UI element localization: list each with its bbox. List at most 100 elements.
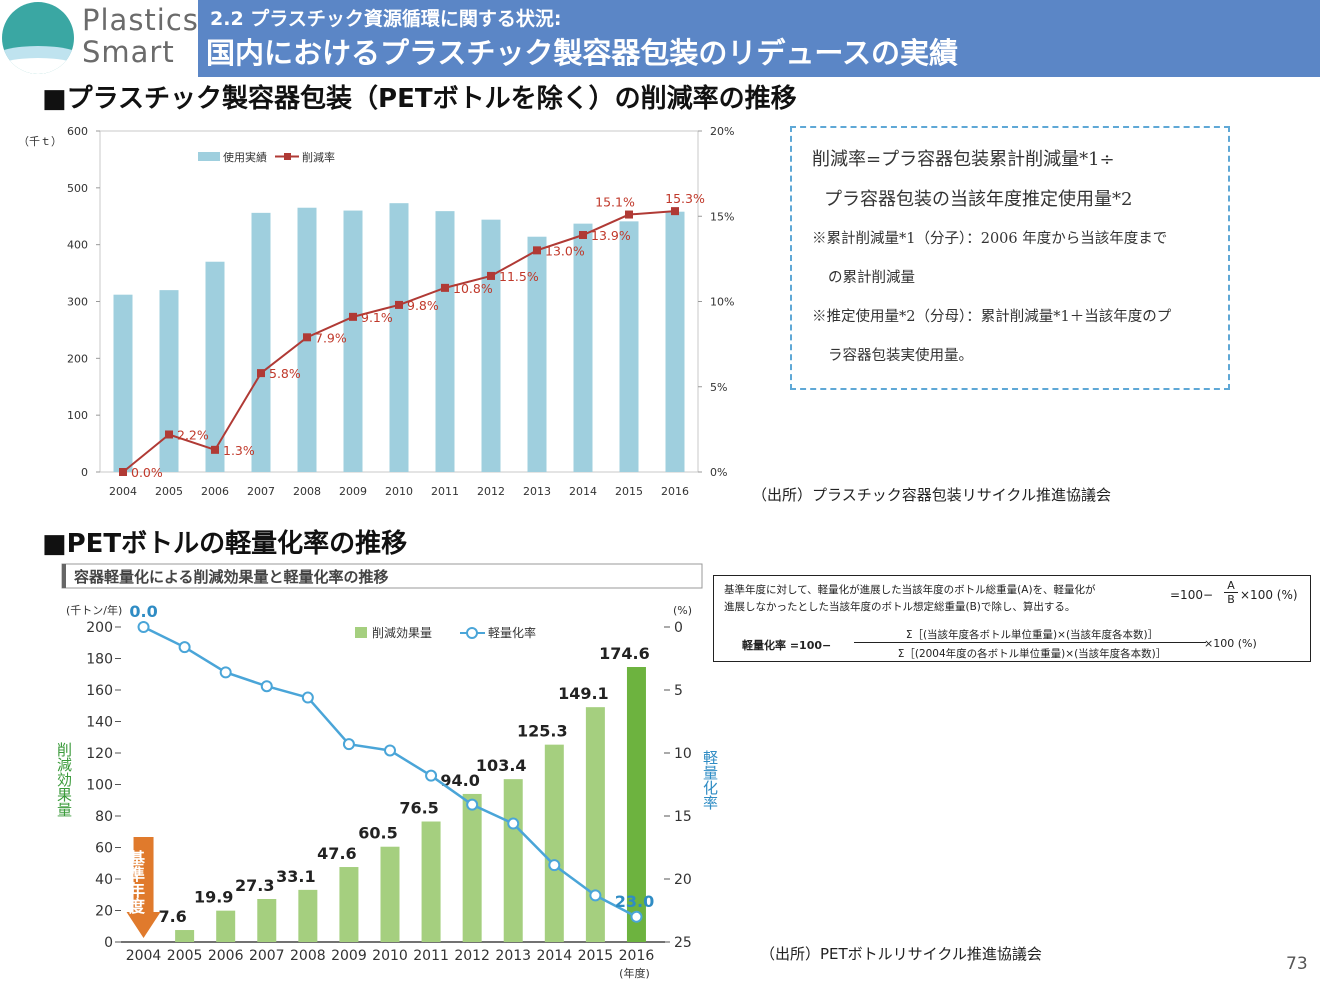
x-tick-label: 2006 — [208, 948, 244, 964]
definition-line1: 削減率=プラ容器包装累計削減量*1÷ — [812, 149, 1115, 170]
rate-point — [349, 312, 357, 321]
bar-2013 — [503, 779, 523, 942]
rate-point — [395, 300, 403, 309]
bar-2016 — [626, 667, 646, 942]
bar-value-label: 47.6 — [317, 844, 356, 863]
rate-value-label: 23.0 — [615, 892, 654, 911]
x-tick-label: 2006 — [201, 485, 229, 498]
y-tick-label: 140 — [86, 715, 113, 731]
page-title: 国内におけるプラスチック製容器包装のリデュースの実績 — [206, 36, 958, 70]
y2-tick-label: 20 — [674, 872, 692, 888]
y-tick-label: 100 — [86, 778, 113, 794]
y-tick-label: 0 — [81, 466, 88, 479]
y2-tick-label: 10% — [710, 296, 734, 309]
formula-numerator: Σ［(当該年度各ボトル単位重量)×(当該年度各本数)］ — [905, 629, 1159, 641]
formula-label: 軽量化率 =100− — [742, 639, 832, 652]
y-tick-label: 80 — [95, 809, 113, 825]
bar-2014 — [544, 744, 564, 942]
rate-label: 1.3% — [223, 443, 255, 458]
bar-2011 — [421, 821, 441, 942]
y-tick-label: 400 — [67, 239, 88, 252]
formula-frac-den: B — [1224, 592, 1238, 606]
x-tick-label: 2015 — [615, 485, 643, 498]
bar-value-label: 7.6 — [158, 907, 186, 926]
formula-frac-num: A — [1227, 579, 1235, 592]
bar-value-label: 60.5 — [358, 824, 397, 843]
bar-2008 — [298, 889, 318, 942]
legend-line-marker — [284, 153, 291, 160]
logo: Plastics Smart — [0, 0, 199, 76]
section2-title: ■PETボトルの軽量化率の推移 — [42, 529, 408, 559]
bar-2013 — [527, 236, 547, 472]
x-tick-label: 2016 — [661, 485, 689, 498]
y2-tick-label: 20% — [710, 125, 734, 138]
definition-note2a: ※推定使用量*2（分母）：累計削減量*1＋当該年度のプ — [812, 309, 1172, 325]
bar-2012 — [462, 793, 482, 942]
rate-point — [671, 207, 679, 216]
logo-mark — [2, 2, 74, 74]
x-tick-label: 2012 — [454, 948, 490, 964]
bar-2009 — [339, 867, 359, 942]
source-note-1: （出所）プラスチック容器包装リサイクル推進協議会 — [752, 486, 1111, 504]
x-tick-label: 2010 — [372, 948, 408, 964]
legend-bar-label: 使用実績 — [223, 150, 267, 164]
rate-label: 15.1% — [595, 195, 635, 210]
bar-2005 — [175, 930, 195, 942]
bar-2007 — [257, 899, 277, 942]
x-tick-label: 2007 — [249, 948, 285, 964]
bar-2014 — [573, 223, 593, 472]
rate-point — [507, 817, 520, 830]
bar-2012 — [481, 219, 501, 472]
header-subtitle: 2.2 プラスチック資源循環に関する状況: — [210, 8, 562, 30]
y-tick-label: 40 — [95, 872, 113, 888]
x-tick-label: 2005 — [167, 948, 203, 964]
rate-point — [119, 468, 127, 476]
bar-2009 — [343, 210, 363, 473]
rate-point — [301, 691, 314, 704]
formula-denominator: Σ［(2004年度の各ボトル単位重量)×(当該年度各本数)］ — [897, 648, 1167, 660]
rate-point — [165, 430, 173, 439]
x-tick-label: 2013 — [495, 948, 531, 964]
legend-bar-swatch — [198, 152, 220, 161]
x-tick-label: 2014 — [536, 948, 572, 964]
formula-desc-line2: 進展しなかったとした当該年度のボトル想定総重量(B)で除し、算出する。 — [724, 601, 1076, 613]
x-tick-label: 2011 — [431, 485, 459, 498]
rate-point — [260, 680, 273, 693]
bar-2007 — [251, 212, 271, 472]
definition-note1a: ※累計削減量*1（分子）：2006 年度から当該年度まで — [812, 231, 1168, 247]
rate-point — [425, 769, 438, 782]
logo-line1: Plastics — [82, 3, 199, 37]
rate-point — [533, 246, 541, 255]
base-year-label: 基準年度 — [126, 849, 146, 915]
y2-tick-label: 0 — [674, 620, 683, 636]
bar-value-label: 19.9 — [194, 888, 233, 907]
x-tick-label: 2010 — [385, 485, 413, 498]
definition-note2b: ラ容器包装実使用量。 — [828, 348, 973, 364]
x-tick-label: 2005 — [155, 485, 183, 498]
rate-point — [178, 641, 191, 654]
rate-point — [466, 798, 479, 811]
formula-times: ×100 (%) — [1204, 637, 1257, 650]
legend-line-label: 削減率 — [302, 150, 335, 164]
bar-value-label: 125.3 — [517, 722, 568, 741]
bar-value-label: 76.5 — [399, 799, 438, 818]
y-tick-label: 200 — [86, 620, 113, 636]
bar-value-label: 33.1 — [276, 867, 315, 886]
y2-axis-title: 軽量化率 — [701, 750, 719, 810]
base-year-arrow-icon — [126, 837, 161, 938]
formula-right-suffix: ×100 (%) — [1240, 588, 1298, 602]
y-tick-label: 300 — [67, 296, 88, 309]
bar-2010 — [380, 846, 400, 942]
y-tick-label: 60 — [95, 841, 113, 857]
rate-label: 11.5% — [499, 269, 539, 284]
bar-2015 — [585, 707, 605, 942]
bar-2010 — [389, 203, 409, 472]
x-tick-label: 2014 — [569, 485, 597, 498]
legend-line-marker — [466, 627, 478, 639]
x-tick-label: 2013 — [523, 485, 551, 498]
rate-point — [342, 738, 355, 751]
formula-box: 基準年度に対して、軽量化が進展した当該年度のボトル総重量(A)を、軽量化が 進展… — [713, 575, 1311, 662]
page-number: 73 — [1286, 954, 1308, 974]
logo-text: Plastics Smart — [82, 4, 199, 68]
bar-2004 — [113, 294, 133, 472]
